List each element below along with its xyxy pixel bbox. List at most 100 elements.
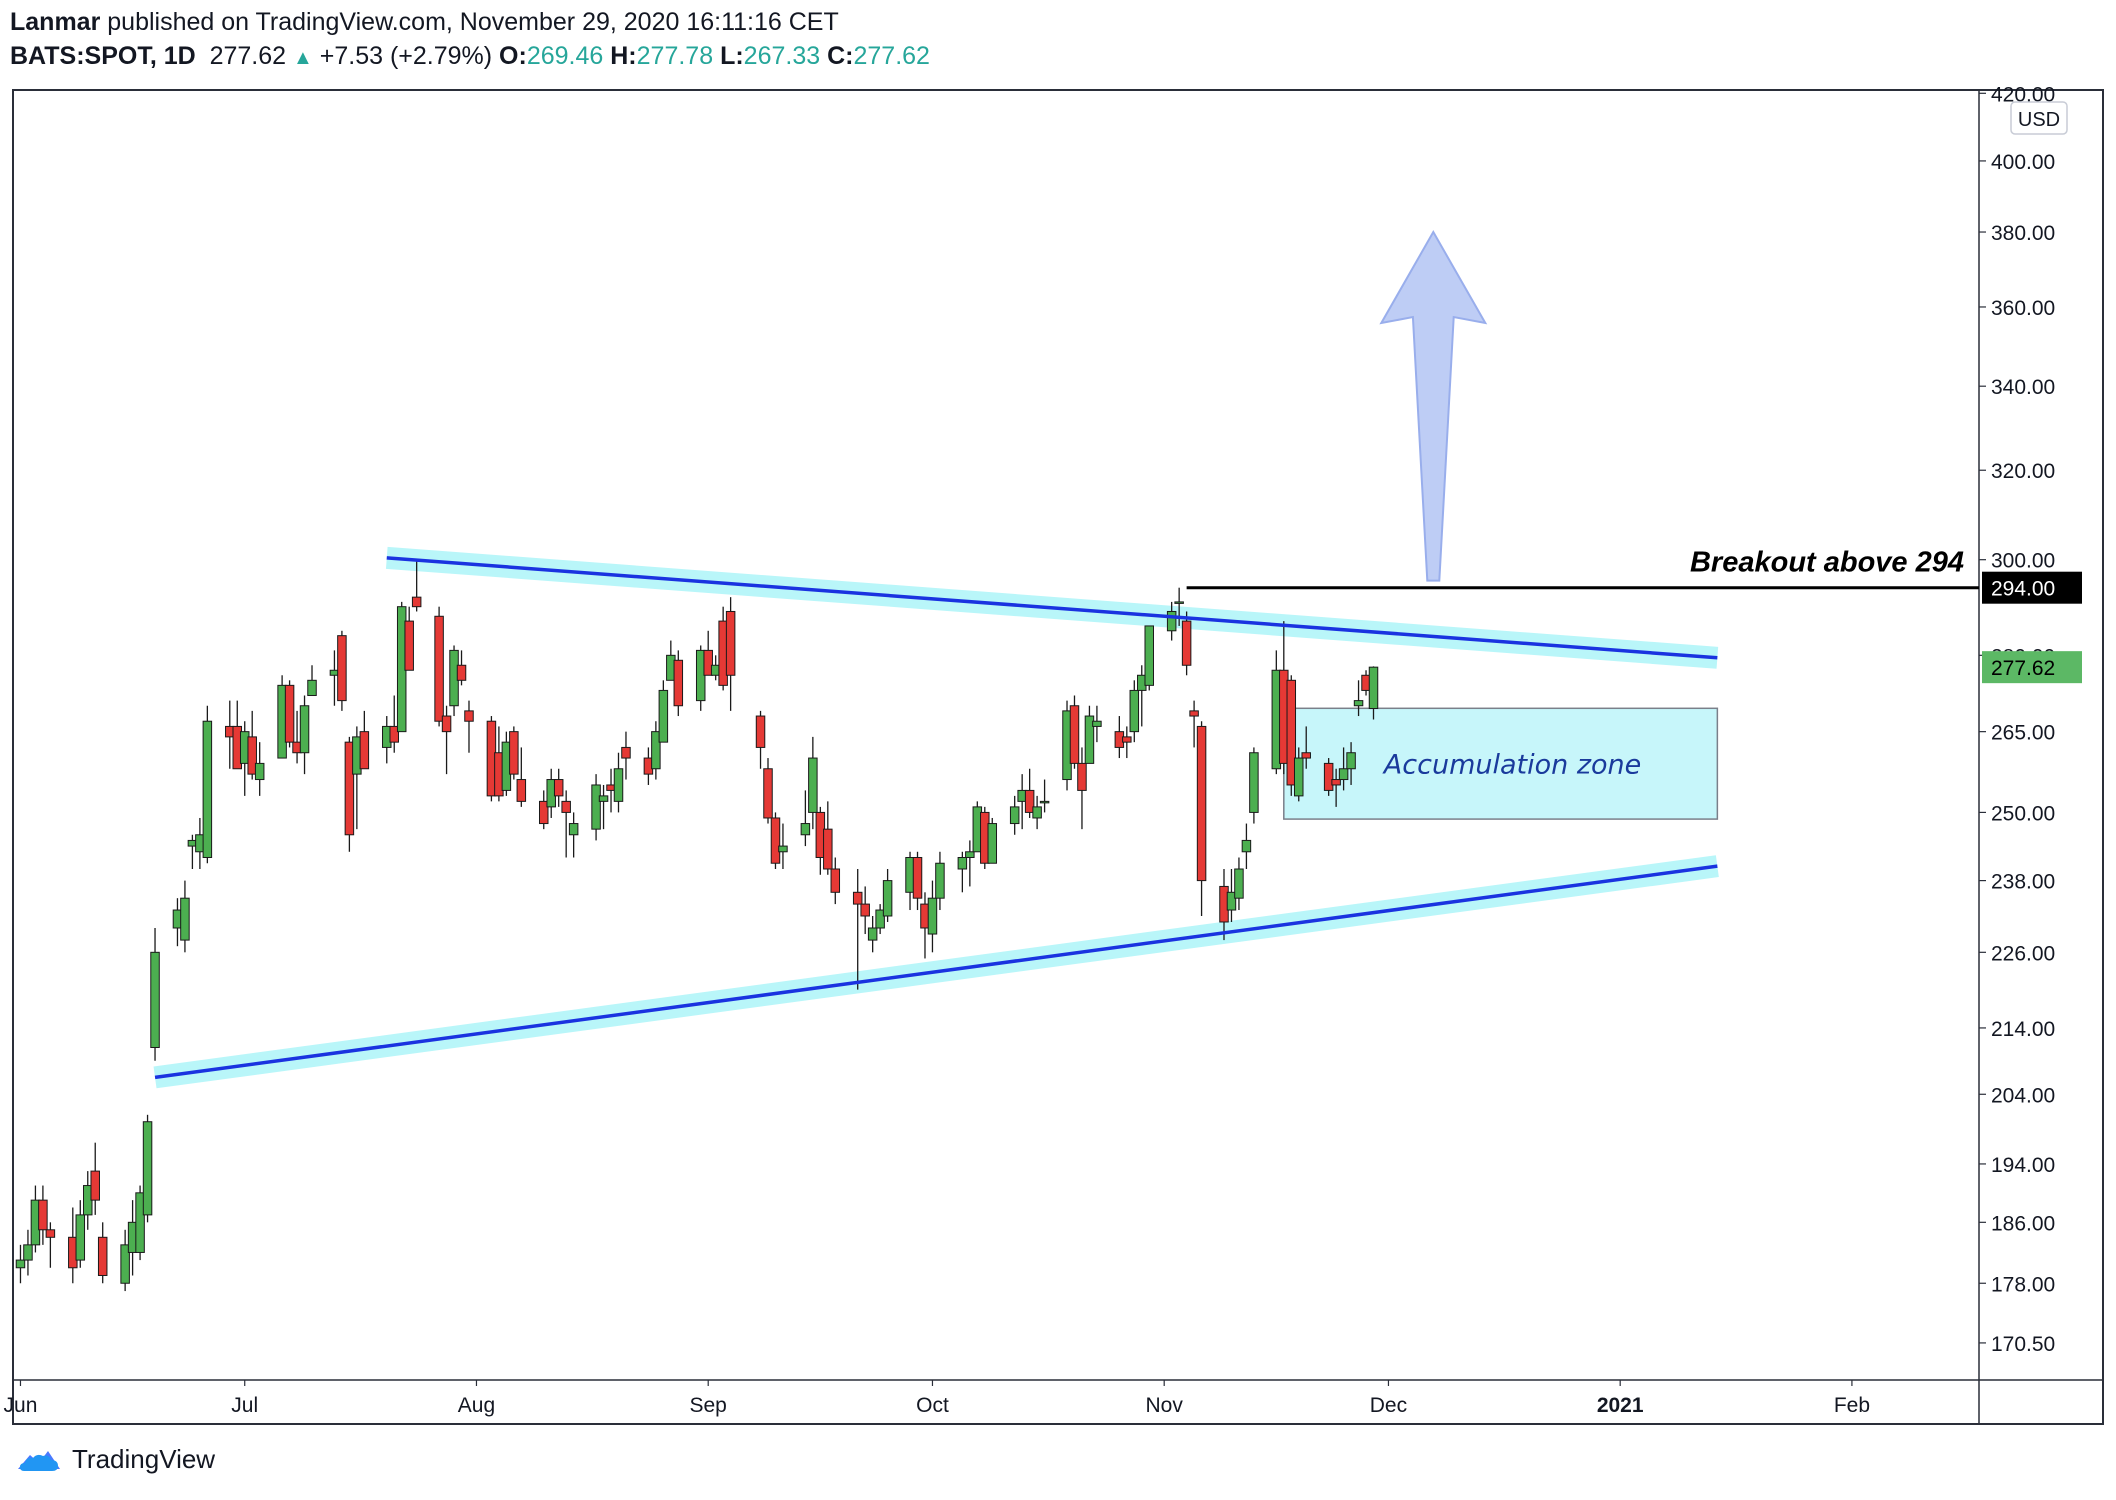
candle[interactable] xyxy=(344,736,355,852)
candle[interactable] xyxy=(97,1222,108,1284)
candle[interactable] xyxy=(299,695,310,775)
candle[interactable] xyxy=(411,559,422,612)
candle[interactable] xyxy=(553,768,564,807)
candle[interactable] xyxy=(1084,705,1095,764)
candle[interactable] xyxy=(1009,795,1020,835)
candle[interactable] xyxy=(621,731,631,780)
candle[interactable] xyxy=(516,747,527,807)
candle[interactable] xyxy=(75,1200,86,1268)
upper-trendline[interactable] xyxy=(386,556,1718,660)
candle[interactable] xyxy=(823,801,833,875)
candle[interactable] xyxy=(591,774,601,841)
candle[interactable] xyxy=(1293,747,1304,802)
tradingview-logo[interactable]: TradingView xyxy=(14,1444,215,1475)
candle[interactable] xyxy=(1069,695,1080,769)
lower-trendline[interactable] xyxy=(154,864,1718,1080)
candle[interactable] xyxy=(202,705,213,864)
candle[interactable] xyxy=(509,726,519,780)
candle[interactable] xyxy=(673,650,684,717)
candle[interactable] xyxy=(1122,726,1132,759)
candle[interactable] xyxy=(538,790,549,830)
author-name[interactable]: Lanmar xyxy=(10,8,101,36)
up-arrow-icon[interactable] xyxy=(1379,230,1488,582)
accumulation-zone[interactable] xyxy=(1283,707,1719,820)
candle[interactable] xyxy=(1174,587,1184,626)
currency-badge[interactable]: USD xyxy=(2010,101,2068,135)
candle[interactable] xyxy=(1144,625,1154,691)
candle[interactable] xyxy=(957,851,968,893)
candle[interactable] xyxy=(1166,601,1177,641)
candle[interactable] xyxy=(1346,742,1356,785)
candle[interactable] xyxy=(725,597,736,711)
candle[interactable] xyxy=(456,650,467,686)
candle[interactable] xyxy=(389,695,399,753)
candle[interactable] xyxy=(15,1244,26,1284)
candle[interactable] xyxy=(763,758,773,824)
candle[interactable] xyxy=(1368,666,1379,720)
candle[interactable] xyxy=(135,1185,145,1261)
candle[interactable] xyxy=(867,915,878,953)
candle[interactable] xyxy=(912,851,923,911)
candle[interactable] xyxy=(927,880,938,953)
candle[interactable] xyxy=(830,857,841,905)
candle[interactable] xyxy=(568,812,579,858)
candle[interactable] xyxy=(770,812,781,869)
candle[interactable] xyxy=(23,1229,33,1276)
candle[interactable] xyxy=(254,742,265,796)
candle[interactable] xyxy=(1181,611,1192,676)
candle[interactable] xyxy=(1353,680,1364,717)
candle[interactable] xyxy=(180,880,190,953)
candle[interactable] xyxy=(1241,823,1252,869)
candle[interactable] xyxy=(1092,705,1102,743)
candle[interactable] xyxy=(434,606,444,727)
candle[interactable] xyxy=(1338,747,1349,791)
candle[interactable] xyxy=(441,705,452,775)
candle[interactable] xyxy=(613,752,624,813)
candle[interactable] xyxy=(1331,768,1341,807)
last-price-badge[interactable]: 277.62 xyxy=(1982,651,2082,684)
candle[interactable] xyxy=(778,823,788,869)
candle[interactable] xyxy=(1077,747,1087,830)
candle[interactable] xyxy=(90,1142,100,1215)
candle[interactable] xyxy=(755,710,766,769)
candle[interactable] xyxy=(1189,700,1199,748)
candle[interactable] xyxy=(1301,726,1311,769)
candle[interactable] xyxy=(247,710,257,780)
candle[interactable] xyxy=(142,1114,153,1223)
candle[interactable] xyxy=(860,886,870,935)
candle[interactable] xyxy=(1039,779,1050,813)
candle[interactable] xyxy=(38,1185,48,1245)
candle[interactable] xyxy=(935,851,945,911)
candle[interactable] xyxy=(359,710,370,770)
candle[interactable] xyxy=(703,630,713,676)
candle[interactable] xyxy=(1226,868,1237,922)
candle[interactable] xyxy=(808,736,818,830)
candle[interactable] xyxy=(1323,758,1334,796)
candle[interactable] xyxy=(875,904,885,935)
candle[interactable] xyxy=(965,840,975,887)
candle[interactable] xyxy=(800,790,811,847)
candle[interactable] xyxy=(337,630,347,711)
candle[interactable] xyxy=(1024,768,1035,818)
candle[interactable] xyxy=(987,817,998,864)
candle[interactable] xyxy=(658,680,669,743)
candle[interactable] xyxy=(307,665,317,697)
candle[interactable] xyxy=(120,1229,130,1292)
candle[interactable] xyxy=(150,927,160,1061)
candle[interactable] xyxy=(852,868,863,990)
candle[interactable] xyxy=(404,606,414,671)
candle[interactable] xyxy=(1286,675,1297,796)
candle[interactable] xyxy=(598,784,609,830)
candle[interactable] xyxy=(464,700,474,753)
breakout-price-badge[interactable]: 294.00 xyxy=(1982,571,2082,604)
candle[interactable] xyxy=(882,868,893,922)
candle[interactable] xyxy=(45,1222,56,1268)
candle[interactable] xyxy=(1032,795,1042,830)
candle[interactable] xyxy=(1234,857,1244,911)
candle[interactable] xyxy=(1129,680,1140,743)
candle[interactable] xyxy=(284,680,295,748)
candle[interactable] xyxy=(651,721,661,780)
candle[interactable] xyxy=(561,790,571,858)
candle[interactable] xyxy=(1249,747,1259,824)
